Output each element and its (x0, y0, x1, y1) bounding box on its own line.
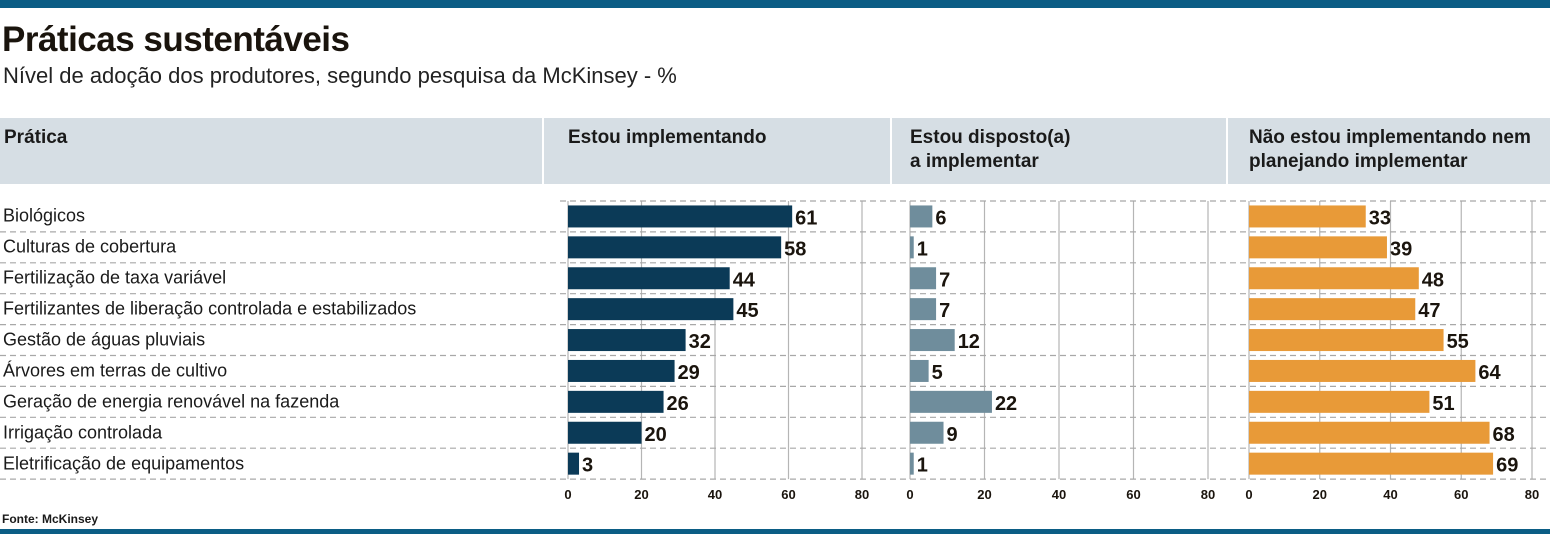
header-series-3-line: Não estou implementando nem (1249, 127, 1531, 148)
bar (910, 390, 992, 413)
bar (1249, 267, 1419, 290)
x-tick-label: 20 (977, 487, 991, 502)
bar (568, 359, 675, 382)
data-label: 3 (582, 455, 593, 477)
x-tick-label: 40 (708, 487, 722, 502)
data-label: 12 (958, 331, 980, 353)
category-label: Geração de energia renovável na fazenda (3, 391, 340, 412)
data-label: 48 (1422, 269, 1444, 291)
data-label: 68 (1493, 424, 1515, 446)
header-series-2-line: a implementar (910, 151, 1039, 172)
bar (910, 205, 933, 228)
data-label: 20 (645, 424, 667, 446)
source-note: Fonte: McKinsey (2, 512, 99, 526)
category-label: Árvores em terras de cultivo (3, 360, 228, 381)
category-label: Culturas de cobertura (3, 236, 177, 257)
header-series-2: Estou disposto(a) a implementar (892, 118, 1226, 184)
data-label: 7 (939, 300, 950, 322)
x-tick-label: 20 (1313, 487, 1327, 502)
x-tick-label: 60 (1126, 487, 1140, 502)
category-label: Irrigação controlada (3, 422, 163, 443)
data-label: 51 (1432, 393, 1454, 415)
bar (1249, 390, 1430, 413)
bar (910, 298, 937, 321)
data-label: 32 (689, 331, 711, 353)
x-tick-label: 40 (1383, 487, 1397, 502)
bar (1249, 452, 1494, 475)
bar (568, 298, 734, 321)
x-tick-label: 80 (1525, 487, 1539, 502)
bar (568, 390, 664, 413)
x-tick-label: 80 (1201, 487, 1215, 502)
bar (910, 329, 955, 352)
x-tick-label: 20 (634, 487, 648, 502)
x-tick-label: 60 (781, 487, 795, 502)
bar (568, 329, 686, 352)
bar (568, 267, 730, 290)
data-label: 29 (678, 362, 700, 384)
header-series-3-line: planejando implementar (1249, 151, 1468, 172)
data-label: 6 (935, 207, 946, 229)
bar (1249, 205, 1366, 228)
bar (568, 236, 782, 259)
bar (910, 421, 944, 444)
header-series-1-line: Estou implementando (568, 127, 767, 148)
data-label: 61 (795, 207, 817, 229)
bar (568, 452, 580, 475)
data-label: 55 (1447, 331, 1469, 353)
bar (910, 267, 937, 290)
data-label: 44 (733, 269, 756, 291)
data-label: 1 (917, 238, 928, 260)
x-tick-label: 0 (564, 487, 571, 502)
data-label: 69 (1496, 455, 1518, 477)
bar (568, 421, 642, 444)
data-label: 33 (1369, 207, 1391, 229)
header-series-2-line: Estou disposto(a) (910, 127, 1071, 148)
category-label: Fertilização de taxa variável (3, 267, 227, 288)
chart-subtitle: Nível de adoção dos produtores, segundo … (3, 63, 677, 88)
x-tick-label: 80 (855, 487, 869, 502)
category-label: Fertilizantes de liberação controlada e … (3, 298, 417, 319)
data-label: 47 (1418, 300, 1440, 322)
data-label: 26 (667, 393, 689, 415)
data-label: 39 (1390, 238, 1412, 260)
bar (910, 452, 914, 475)
category-label: Biológicos (3, 205, 86, 226)
category-label: Eletrificação de equipamentos (3, 453, 245, 474)
x-tick-label: 0 (1245, 487, 1252, 502)
x-tick-label: 60 (1454, 487, 1468, 502)
bar (1249, 421, 1490, 444)
header-series-3: Não estou implementando nem planejando im… (1228, 118, 1550, 184)
x-tick-label: 40 (1052, 487, 1066, 502)
data-label: 9 (947, 424, 958, 446)
data-label: 45 (736, 300, 758, 322)
data-label: 7 (939, 269, 950, 291)
bar (1249, 359, 1476, 382)
bar (568, 205, 793, 228)
bar (1249, 298, 1416, 321)
header-practice: Prática (0, 118, 542, 184)
data-label: 1 (917, 455, 928, 477)
x-tick-label: 0 (906, 487, 913, 502)
category-label: Gestão de águas pluviais (3, 329, 206, 350)
data-label: 5 (932, 362, 943, 384)
data-label: 58 (784, 238, 806, 260)
chart-title: Práticas sustentáveis (2, 20, 350, 59)
data-label: 22 (995, 393, 1017, 415)
bar (910, 236, 914, 259)
bar (910, 359, 929, 382)
header-practice-label: Prática (4, 127, 68, 148)
bar (1249, 329, 1444, 352)
header-series-1: Estou implementando (544, 118, 890, 184)
bottom-rule (0, 529, 1550, 534)
top-rule (0, 0, 1550, 8)
data-label: 64 (1478, 362, 1501, 384)
bar (1249, 236, 1387, 259)
